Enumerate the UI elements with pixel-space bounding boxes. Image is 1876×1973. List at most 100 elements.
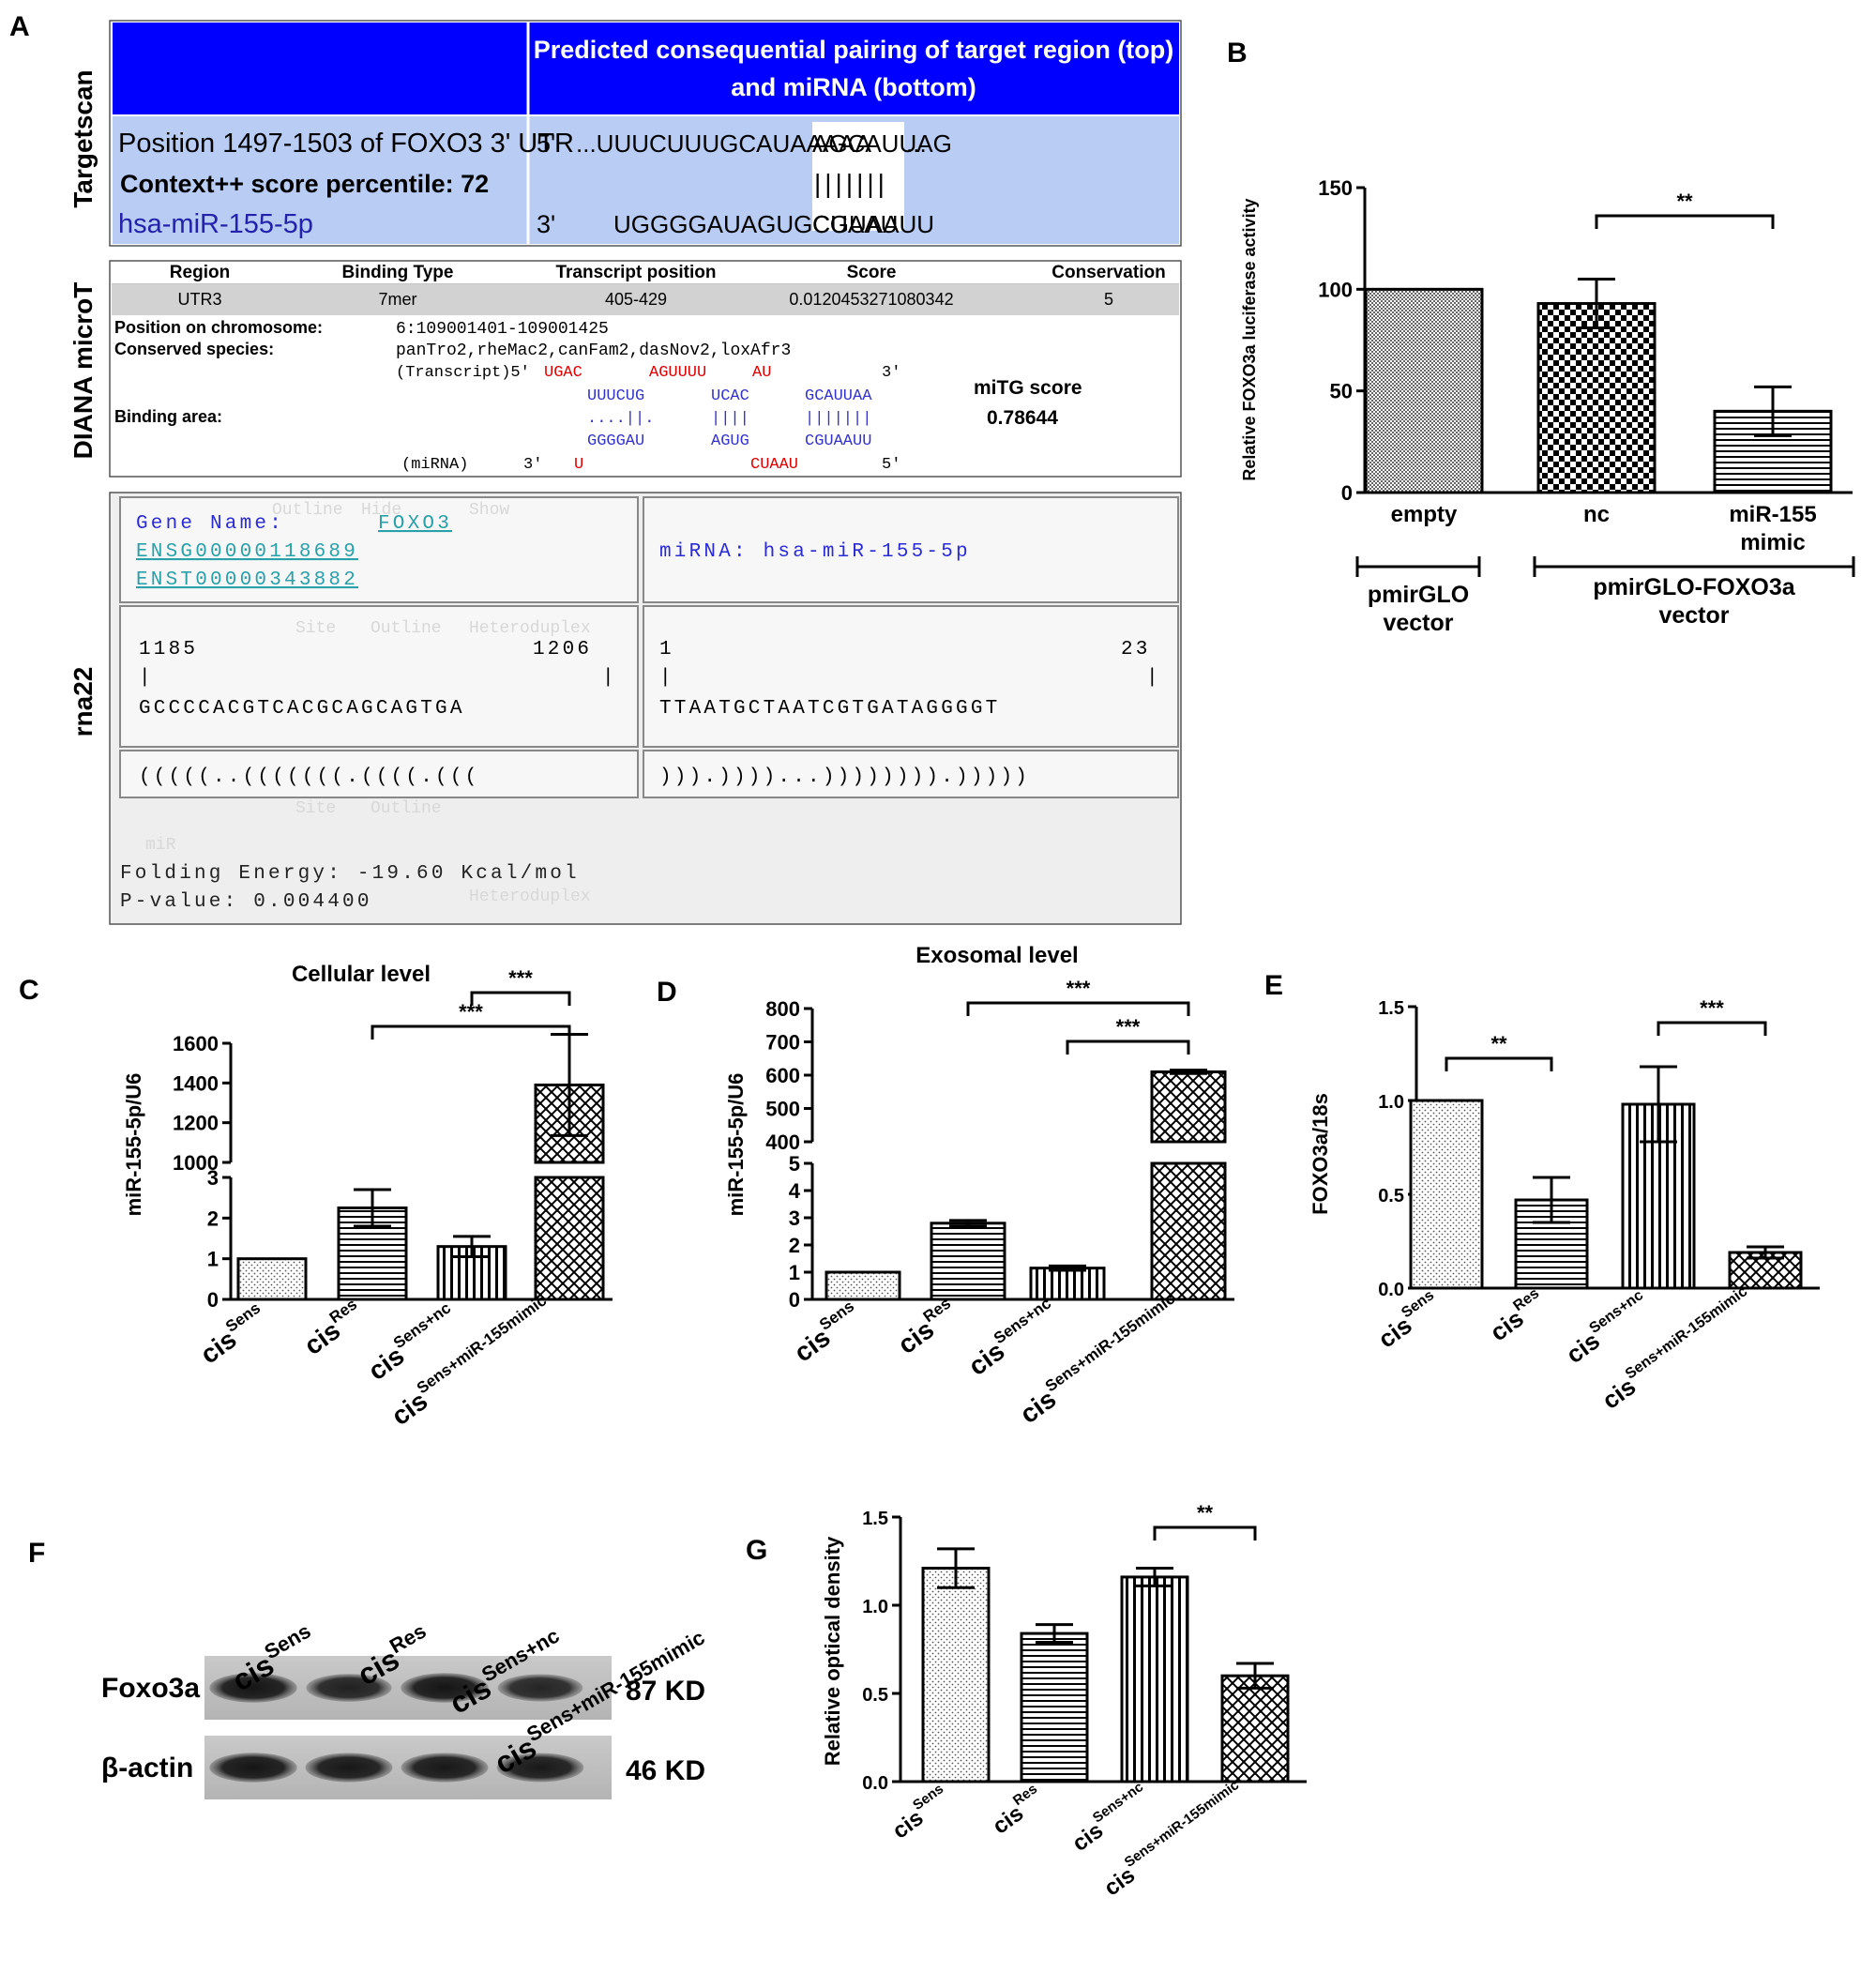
target-sequence-left: ...UUUCUUUGCAUAAAAA — [576, 129, 872, 158]
diana-box: Region Binding Type Transcript position … — [109, 260, 1182, 478]
group-label: pmirGLO-FOXO3a — [1593, 574, 1795, 600]
targetscan-header-line2: and miRNA (bottom) — [731, 73, 976, 101]
group-label: vector — [1383, 610, 1453, 636]
diana-cell-conservation: 5 — [1104, 290, 1113, 309]
rna22-left-sequence: GCCCCACGTCACGCAGCAGTGA — [139, 698, 465, 720]
y-axis-label: miR-155-5p/U6 — [724, 1073, 748, 1217]
seed-highlight — [812, 122, 904, 231]
x-tick-label: cisRes — [296, 1296, 369, 1361]
rna22-section-label: rna22 — [68, 667, 98, 737]
y-tick-label: 2 — [789, 1234, 800, 1257]
y-tick-label: 0.0 — [862, 1773, 888, 1794]
rna22-left-structure: (((((..(((((((.((((.((( — [139, 766, 479, 788]
y-tick-label: 1.5 — [1378, 998, 1404, 1019]
targetscan-5prime: 5' — [537, 129, 555, 158]
x-category-label: nc — [1583, 502, 1610, 527]
ghost-word: Show — [469, 501, 509, 520]
seed-pairing-bars: ||||||| — [814, 169, 888, 198]
bar — [921, 1567, 991, 1783]
y-tick-label: 1.5 — [862, 1509, 888, 1529]
significance-label: ** — [1490, 1032, 1507, 1055]
diana-header-row: Region Binding Type Transcript position … — [170, 263, 1166, 282]
targetscan-body — [113, 116, 1179, 244]
diana-section-label: DIANA microT — [68, 282, 98, 460]
y-tick-label: 1200 — [173, 1112, 219, 1135]
targetscan-mirna-name: hsa-miR-155-5p — [118, 209, 313, 239]
diana-col-transcript-position: Transcript position — [555, 263, 716, 282]
significance-bracket — [1153, 1525, 1257, 1540]
diana-mitg-value: 0.78644 — [987, 407, 1058, 429]
rna22-mirna-line: miRNA: hsa-miR-155-5p — [659, 541, 971, 563]
y-tick-label: 1000 — [173, 1151, 219, 1175]
y-tick-label: 5 — [789, 1152, 800, 1176]
diana-cell-region: UTR3 — [177, 290, 221, 309]
bar-lower — [534, 1176, 605, 1301]
diana-mirna-label: (miRNA) — [401, 456, 468, 474]
y-axis-label: miR-155-5p/U6 — [122, 1073, 145, 1217]
rna22-ensg-link[interactable]: ENSG00000118689 — [136, 541, 358, 563]
diana-transcript-3prime: 3' — [882, 364, 900, 382]
rna22-left-start: 1185 — [139, 639, 198, 660]
diana-result-row: UTR3 7mer 405-429 0.0120453271080342 5 — [177, 290, 1113, 309]
diana-bind-top-2: UCAC — [711, 387, 749, 405]
diana-bind-bot-3: CGUAAUU — [805, 433, 871, 450]
bar — [1120, 1575, 1189, 1783]
y-tick-label: 400 — [765, 1131, 800, 1154]
diana-transcript-red-3: AU — [752, 364, 771, 382]
bar — [1020, 1632, 1089, 1783]
blot-band — [401, 1753, 489, 1783]
bar — [1220, 1674, 1290, 1783]
y-tick-label: 0 — [789, 1288, 800, 1312]
y-tick-label: 600 — [765, 1064, 800, 1087]
y-tick-label: 0 — [207, 1288, 219, 1312]
y-tick-label: 3 — [207, 1166, 219, 1190]
ghost-word: Outline — [272, 501, 343, 520]
y-tick-label: 0.0 — [1378, 1280, 1404, 1300]
y-tick-label: 4 — [789, 1179, 801, 1203]
y-axis-label: FOXO3a/18s — [1309, 1093, 1332, 1215]
targetscan-header-line1: Predicted consequential pairing of targe… — [534, 36, 1174, 64]
chart-title: Cellular level — [292, 962, 431, 987]
blot-band — [209, 1673, 297, 1703]
y-tick-label: 3 — [789, 1207, 800, 1230]
rna22-ghost-overlay: Outline Hide Show Site Outline Heterodup… — [145, 501, 591, 906]
y-tick-label: 800 — [765, 997, 800, 1021]
diana-col-binding-type: Binding Type — [342, 263, 454, 282]
targetscan-position: Position 1497-1503 of FOXO3 3' UTR — [118, 129, 574, 159]
ghost-word: Heteroduplex — [469, 619, 591, 638]
diana-result-row-bg — [112, 284, 1179, 315]
rna22-enst-link[interactable]: ENST00000343882 — [136, 569, 358, 591]
blot-band — [306, 1674, 392, 1702]
rna22-tick: | — [1146, 667, 1161, 689]
diana-bind-top-3: GCAUUAA — [805, 387, 872, 405]
diana-binding-label: Binding area: — [114, 407, 222, 426]
chart-title: Exosomal level — [915, 943, 1078, 968]
ghost-word: Outline — [371, 619, 442, 638]
diana-binding-area: UUUCUG UCAC GCAUUAA ....||. |||| |||||||… — [587, 387, 872, 450]
group-label: vector — [1658, 602, 1729, 629]
rna22-gene-link[interactable]: FOXO3 — [378, 513, 452, 535]
diana-bind-mid-1: ....||. — [587, 410, 654, 428]
x-category-label: miR-155 — [1729, 502, 1816, 527]
blot-band — [497, 1674, 583, 1702]
diana-bind-mid-2: |||| — [711, 410, 749, 428]
bar-upper — [1150, 1070, 1227, 1144]
bar — [1409, 1099, 1484, 1290]
diana-col-score: Score — [847, 263, 897, 282]
blot-band — [305, 1753, 393, 1783]
x-tick-label: cisSens — [193, 1299, 273, 1370]
ghost-word: miR — [145, 836, 176, 855]
diana-col-conservation: Conservation — [1051, 263, 1165, 282]
panel-letter-b: B — [1227, 38, 1248, 68]
rna22-tick: | — [602, 667, 617, 689]
panel-letter-a: A — [9, 11, 30, 42]
significance-bracket — [966, 1001, 1190, 1016]
panel-letter-f: F — [28, 1538, 45, 1569]
diana-transcript-red-1: UGAC — [544, 364, 582, 382]
y-tick-label: 0 — [1341, 481, 1353, 505]
group-label: pmirGLO — [1368, 582, 1469, 608]
rna22-p-value: P-value: 0.004400 — [120, 891, 372, 913]
ghost-word: Site — [295, 619, 336, 638]
